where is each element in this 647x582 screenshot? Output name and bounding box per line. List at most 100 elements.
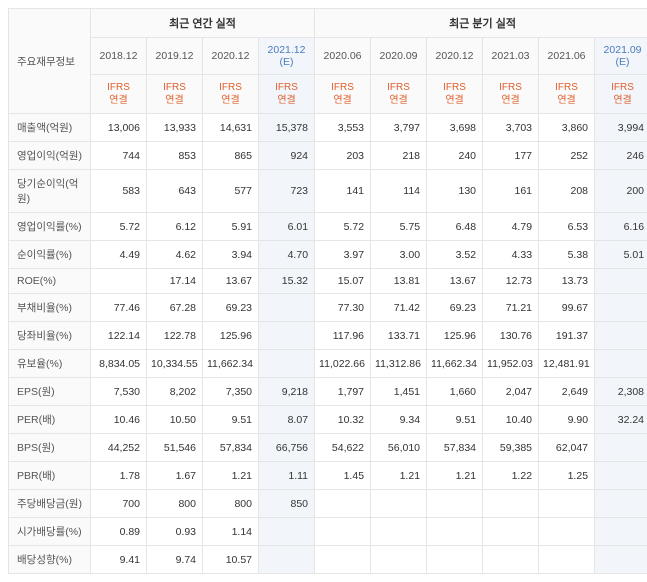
- cell-value: 200: [595, 170, 647, 213]
- cell-value: 8,202: [147, 378, 203, 406]
- cell-value: 8.07: [259, 406, 315, 434]
- cell-value: 1.11: [259, 462, 315, 490]
- cell-value: [427, 518, 483, 546]
- ifrs-label: IFRS연결: [147, 75, 203, 114]
- cell-value: 12.73: [483, 269, 539, 294]
- cell-value: [539, 546, 595, 574]
- cell-value: 643: [147, 170, 203, 213]
- cell-value: 13.67: [427, 269, 483, 294]
- cell-value: 723: [259, 170, 315, 213]
- cell-value: 11,022.66: [315, 350, 371, 378]
- row-label: 주당배당금(원): [9, 490, 91, 518]
- table-row: EPS(원)7,5308,2027,3509,2181,7971,4511,66…: [9, 378, 647, 406]
- cell-value: 246: [595, 142, 647, 170]
- cell-value: 865: [203, 142, 259, 170]
- cell-value: 3,698: [427, 114, 483, 142]
- quarterly-period: 2021.09 (E): [595, 38, 647, 75]
- cell-value: 14,631: [203, 114, 259, 142]
- quarterly-group-header: 최근 분기 실적: [315, 9, 647, 38]
- cell-value: 125.96: [203, 322, 259, 350]
- table-row: ROE(%)17.1413.6715.3215.0713.8113.6712.7…: [9, 269, 647, 294]
- cell-value: 51,546: [147, 434, 203, 462]
- cell-value: 15.32: [259, 269, 315, 294]
- cell-value: 0.89: [91, 518, 147, 546]
- ifrs-label: IFRS연결: [203, 75, 259, 114]
- cell-value: 1.25: [539, 462, 595, 490]
- annual-period: 2021.12 (E): [259, 38, 315, 75]
- cell-value: 10.46: [91, 406, 147, 434]
- cell-value: 800: [147, 490, 203, 518]
- cell-value: 800: [203, 490, 259, 518]
- cell-value: [259, 546, 315, 574]
- cell-value: 9.34: [371, 406, 427, 434]
- cell-value: [371, 546, 427, 574]
- cell-value: 5.01: [595, 241, 647, 269]
- ifrs-label: IFRS연결: [315, 75, 371, 114]
- cell-value: [259, 294, 315, 322]
- cell-value: 850: [259, 490, 315, 518]
- cell-value: 3,860: [539, 114, 595, 142]
- ifrs-label: IFRS연결: [259, 75, 315, 114]
- cell-value: 744: [91, 142, 147, 170]
- cell-value: 9.51: [203, 406, 259, 434]
- quarterly-period: 2021.03: [483, 38, 539, 75]
- cell-value: 117.96: [315, 322, 371, 350]
- table-header: 주요재무정보 최근 연간 실적 최근 분기 실적 2018.122019.122…: [9, 9, 647, 114]
- cell-value: [483, 546, 539, 574]
- metric-header: 주요재무정보: [9, 9, 91, 114]
- cell-value: 9.74: [147, 546, 203, 574]
- ifrs-label: IFRS연결: [371, 75, 427, 114]
- cell-value: 10,334.55: [147, 350, 203, 378]
- ifrs-label: IFRS연결: [483, 75, 539, 114]
- cell-value: 15.07: [315, 269, 371, 294]
- cell-value: [259, 322, 315, 350]
- cell-value: 1,660: [427, 378, 483, 406]
- cell-value: 5.75: [371, 213, 427, 241]
- cell-value: 203: [315, 142, 371, 170]
- cell-value: 1.21: [203, 462, 259, 490]
- cell-value: 17.14: [147, 269, 203, 294]
- cell-value: 57,834: [427, 434, 483, 462]
- annual-period: 2018.12: [91, 38, 147, 75]
- cell-value: 15,378: [259, 114, 315, 142]
- cell-value: 62,047: [539, 434, 595, 462]
- cell-value: [595, 546, 647, 574]
- cell-value: 54,622: [315, 434, 371, 462]
- cell-value: 218: [371, 142, 427, 170]
- cell-value: 1.78: [91, 462, 147, 490]
- cell-value: 10.32: [315, 406, 371, 434]
- row-label: 영업이익률(%): [9, 213, 91, 241]
- row-label: 부채비율(%): [9, 294, 91, 322]
- cell-value: 3,553: [315, 114, 371, 142]
- table-row: 배당성향(%)9.419.7410.57: [9, 546, 647, 574]
- cell-value: 71.21: [483, 294, 539, 322]
- cell-value: 2,649: [539, 378, 595, 406]
- cell-value: 6.53: [539, 213, 595, 241]
- cell-value: 3.97: [315, 241, 371, 269]
- cell-value: 13.81: [371, 269, 427, 294]
- cell-value: [259, 350, 315, 378]
- cell-value: 9.90: [539, 406, 595, 434]
- cell-value: [315, 546, 371, 574]
- cell-value: 56,010: [371, 434, 427, 462]
- cell-value: 1,797: [315, 378, 371, 406]
- cell-value: 12,481.91: [539, 350, 595, 378]
- row-label: 순이익률(%): [9, 241, 91, 269]
- cell-value: 4.62: [147, 241, 203, 269]
- table-row: 순이익률(%)4.494.623.944.703.973.003.524.335…: [9, 241, 647, 269]
- cell-value: 10.57: [203, 546, 259, 574]
- cell-value: 9.41: [91, 546, 147, 574]
- table-row: 영업이익(억원)744853865924203218240177252246: [9, 142, 647, 170]
- cell-value: [371, 518, 427, 546]
- cell-value: 161: [483, 170, 539, 213]
- cell-value: 99.67: [539, 294, 595, 322]
- quarterly-period: 2021.06: [539, 38, 595, 75]
- table-row: 당좌비율(%)122.14122.78125.96117.96133.71125…: [9, 322, 647, 350]
- cell-value: 4.79: [483, 213, 539, 241]
- quarterly-period: 2020.09: [371, 38, 427, 75]
- cell-value: 1.21: [371, 462, 427, 490]
- cell-value: [539, 490, 595, 518]
- cell-value: 1.45: [315, 462, 371, 490]
- cell-value: 191.37: [539, 322, 595, 350]
- cell-value: 4.33: [483, 241, 539, 269]
